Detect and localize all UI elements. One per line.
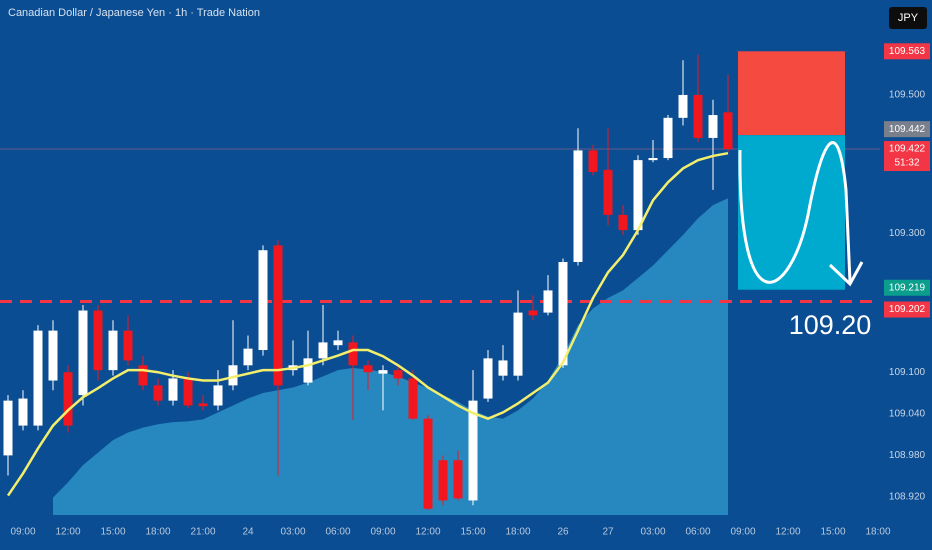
candle-body — [108, 330, 118, 371]
candle-body — [558, 262, 568, 366]
chart-title: Canadian Dollar / Japanese Yen · 1h · Tr… — [8, 7, 260, 19]
candle-body — [198, 403, 208, 407]
candle-body — [378, 370, 388, 374]
last-price-label-countdown: 51:32 — [894, 158, 919, 169]
candle-body — [498, 360, 508, 376]
x-tick-label: 26 — [557, 527, 569, 538]
candle-body — [123, 330, 133, 361]
y-tick-label: 108.980 — [889, 450, 926, 461]
candle-body — [183, 378, 193, 406]
candle-body — [258, 250, 268, 351]
x-tick-label: 18:00 — [145, 527, 170, 538]
candle-body — [663, 117, 673, 159]
slow-ma-area — [53, 198, 728, 515]
x-tick-label: 12:00 — [55, 527, 80, 538]
candle-body — [438, 460, 448, 501]
x-tick-label: 09:00 — [370, 527, 395, 538]
candle-body — [153, 385, 163, 401]
candle-body — [168, 378, 178, 401]
currency[interactable]: JPY — [898, 12, 919, 24]
x-tick-label: 03:00 — [280, 527, 305, 538]
candle-body — [333, 340, 343, 346]
candle-body — [588, 150, 598, 172]
candle-body — [408, 378, 418, 419]
candle-body — [648, 158, 658, 161]
y-tick-label: 108.920 — [889, 492, 926, 503]
x-tick-label: 18:00 — [865, 527, 890, 538]
candle-body — [303, 358, 313, 383]
candle-body — [273, 245, 283, 386]
last-price-label-bg — [884, 141, 930, 172]
candle-body — [318, 342, 328, 359]
last-price-label: 109.422 — [889, 144, 926, 155]
plot-area: 109.20 — [0, 51, 880, 515]
candle-body — [33, 330, 43, 426]
candle-body — [513, 312, 523, 376]
x-tick-label: 12:00 — [415, 527, 440, 538]
y-tick-label: 109.100 — [889, 367, 926, 378]
target-price-label-bg — [884, 279, 930, 296]
candle-body — [723, 112, 733, 150]
x-tick-label: 15:00 — [820, 527, 845, 538]
x-tick-label: 27 — [602, 527, 614, 538]
candle-body — [228, 365, 238, 386]
candle-body — [633, 160, 643, 231]
candle-body — [138, 365, 148, 386]
candle-body — [213, 385, 223, 406]
stop-zone — [738, 51, 845, 136]
x-tick-label: 18:00 — [505, 527, 530, 538]
candle-body — [3, 400, 13, 456]
x-tick-label: 24 — [242, 527, 254, 538]
x-tick-label: 12:00 — [775, 527, 800, 538]
candle-body — [243, 348, 253, 366]
y-tick-label: 109.300 — [889, 228, 926, 239]
candle-body — [573, 150, 583, 263]
candle-body — [48, 330, 58, 381]
candle-body — [348, 342, 358, 366]
candle-body — [93, 310, 103, 371]
candle-body — [693, 94, 703, 138]
fast-ma-line — [6, 151, 729, 497]
x-tick-label: 03:00 — [640, 527, 665, 538]
candle-body — [453, 460, 463, 499]
candle-body — [483, 358, 493, 399]
x-tick-label: 06:00 — [325, 527, 350, 538]
entry-price-label-bg — [884, 121, 930, 138]
candle-body — [603, 169, 613, 215]
entry-price-label: 109.442 — [889, 124, 926, 135]
candle-body — [78, 310, 88, 396]
stop-price-label: 109.563 — [889, 46, 926, 57]
candle-body — [678, 94, 688, 118]
y-tick-label: 109.040 — [889, 408, 926, 419]
x-tick-label: 15:00 — [100, 527, 125, 538]
candle-body — [618, 214, 628, 231]
price-axis: 108.920 108.980 109.040 109.100 109.300 109.5… — [884, 43, 930, 503]
candle-body — [363, 365, 373, 373]
x-tick-label: 09:00 — [730, 527, 755, 538]
stop-price-label-bg — [884, 43, 930, 60]
projection-arrow — [828, 261, 864, 287]
currency-box — [889, 7, 927, 29]
x-tick-label: 15:00 — [460, 527, 485, 538]
level-text: 109.20 — [789, 310, 872, 340]
candle-body — [543, 290, 553, 313]
candle-body — [528, 310, 538, 316]
target-price-label: 109.219 — [889, 282, 926, 293]
x-tick-label: 09:00 — [10, 527, 35, 538]
level-price-label-bg — [884, 301, 930, 318]
candle-body — [468, 400, 478, 501]
candle-body — [18, 398, 28, 426]
x-tick-label: 06:00 — [685, 527, 710, 538]
candle-body — [393, 370, 403, 379]
y-tick-label: 109.500 — [889, 90, 926, 101]
x-tick-label: 21:00 — [190, 527, 215, 538]
candle-body — [708, 115, 718, 138]
projection-curve — [738, 141, 852, 284]
candle-body — [63, 372, 73, 426]
candle-body — [423, 418, 433, 509]
level-price-label: 109.202 — [889, 304, 926, 315]
